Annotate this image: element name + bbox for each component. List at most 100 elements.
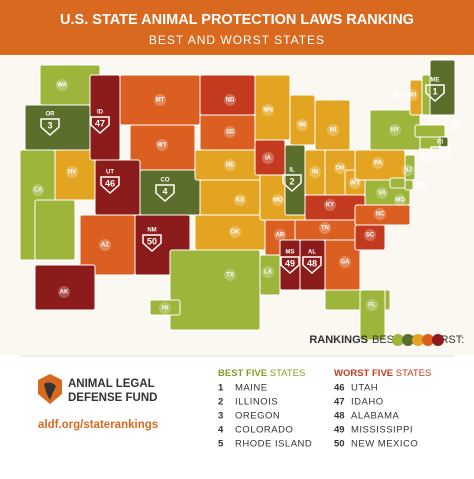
state-dot [272, 194, 284, 206]
worst-rank: 48 [334, 411, 345, 422]
state-label: TX [226, 273, 234, 279]
rank-badge-number: 50 [147, 236, 157, 246]
worst-state: IDAHO [351, 397, 384, 408]
state-dot [159, 302, 171, 314]
state-shape [284, 144, 306, 216]
state-shape [414, 124, 446, 138]
state-dot [339, 256, 351, 268]
worst-state: MISSISSIPPI [351, 425, 413, 436]
state-label: WV [350, 181, 360, 187]
rank-badge [430, 146, 450, 165]
us-map: WA OR CA NV ID MT WY UT CO AZ NM ND SD NE KS OK TX MN IA MO… [19, 59, 461, 341]
state-label: NJ [404, 168, 412, 174]
subtitle: BEST AND WORST STATES [149, 33, 325, 47]
best-rank: 1 [218, 383, 224, 394]
state-label: AL [308, 250, 316, 256]
legend-swatch [402, 334, 414, 346]
rank-badge-number: 46 [105, 178, 115, 188]
state-label: WY [157, 143, 167, 149]
title: U.S. STATE ANIMAL PROTECTION LAWS RANKIN… [60, 12, 414, 28]
state-label: ME [431, 78, 440, 84]
state-dot [58, 286, 70, 298]
rank-badge-number: 48 [307, 258, 317, 268]
state-label: WA [57, 83, 67, 89]
state-shape [149, 299, 181, 316]
state-label: CO [161, 178, 170, 184]
rank-badge-number: 49 [285, 258, 295, 268]
state-label: UT [106, 170, 114, 176]
header-band [0, 0, 474, 55]
state-label: VA [378, 191, 387, 197]
state-label: DE [416, 183, 424, 189]
state-shape [389, 177, 406, 189]
rank-badge [280, 256, 300, 275]
state-dot [374, 208, 386, 220]
best-rank: 2 [218, 397, 223, 408]
rank-badge-number: 3 [47, 120, 52, 130]
state-dot [402, 164, 414, 176]
state-label: CT [421, 156, 429, 162]
state-label: IN [312, 170, 318, 176]
best-state: RHODE ISLAND [235, 439, 312, 450]
state-dot [224, 269, 236, 281]
state-label: GA [341, 260, 351, 266]
state-label: LA [264, 270, 273, 276]
state-dot [389, 124, 401, 136]
logo-line2: DEFENSE FUND [68, 392, 157, 404]
worst-heading: WORST FIVE STATES [334, 368, 431, 379]
worst-state: ALABAMA [351, 411, 400, 422]
state-label: NV [68, 170, 76, 176]
state-dot [274, 229, 286, 241]
legend-swatch [432, 334, 444, 346]
rank-badge [142, 234, 162, 253]
state-dot [449, 119, 461, 131]
worst-heading-main: WORST FIVE [334, 368, 393, 379]
state-dot [309, 166, 321, 178]
state-dot [392, 89, 404, 101]
state-dot [406, 89, 418, 101]
best-heading: BEST FIVE STATES [218, 368, 305, 379]
state-dot [229, 226, 241, 238]
worst-rank: 46 [334, 383, 345, 394]
logo-line1: ANIMAL LEGAL [68, 378, 155, 390]
best-rank: 4 [218, 425, 224, 436]
state-label: NH [408, 93, 417, 99]
rank-lists: 1 MAINE 2 ILLINOIS 3 OREGON 4 COLORADO 5 RHODE IS… [218, 383, 418, 450]
url: aldf.org/staterankings [38, 419, 158, 431]
state-dot [224, 126, 236, 138]
state-label: IL [289, 168, 295, 174]
state-label: SC [366, 233, 375, 239]
state-dot [32, 184, 44, 196]
state-label: AR [276, 233, 285, 239]
state-label: MD [395, 198, 405, 204]
state-label: KY [326, 203, 334, 209]
state-label: HI [162, 306, 168, 312]
state-dot [56, 79, 68, 91]
best-rank: 5 [218, 439, 224, 450]
rank-badge-number: 47 [95, 118, 105, 128]
state-dot [66, 166, 78, 178]
legend-label: RANKINGS [309, 334, 368, 346]
state-dot [376, 187, 388, 199]
state-label: OK [231, 230, 241, 236]
legend-swatch [392, 334, 404, 346]
state-dot [224, 94, 236, 106]
worst-rank: 50 [334, 439, 345, 450]
best-state: ILLINOIS [235, 397, 278, 408]
state-shape [404, 179, 414, 191]
state-label: FL [368, 303, 376, 309]
legend-swatches [392, 334, 444, 346]
state-label: WI [298, 123, 306, 129]
state-shape [199, 179, 261, 216]
state-dot [99, 239, 111, 251]
best-state: MAINE [235, 383, 268, 394]
state-label: MN [263, 108, 272, 114]
state-shape [429, 59, 456, 116]
state-label: KS [236, 198, 244, 204]
state-dot [372, 157, 384, 169]
rank-badge [282, 174, 302, 193]
state-dot [327, 124, 339, 136]
state-dot [296, 119, 308, 131]
rank-badge [425, 84, 445, 103]
state-shape [139, 169, 201, 216]
